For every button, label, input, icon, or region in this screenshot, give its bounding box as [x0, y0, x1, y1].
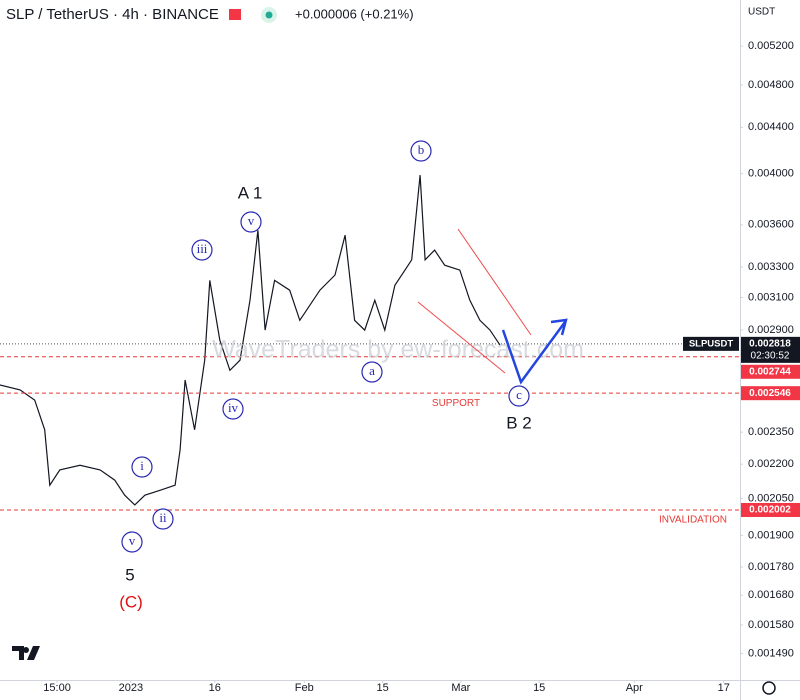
x-tick-label: Apr [626, 682, 643, 694]
x-tick-label: 15:00 [43, 682, 71, 694]
price-line [0, 175, 501, 506]
y-tick-label: 0.005200 [748, 40, 794, 52]
trendline [457, 228, 532, 336]
x-tick-label: 15 [376, 682, 388, 694]
wave-label: iii [197, 241, 208, 256]
logo[interactable] [12, 646, 40, 660]
wave-circle [222, 398, 244, 420]
x-tick-label: Mar [451, 682, 470, 694]
flag-icon [229, 9, 241, 20]
x-tick-label: 15 [533, 682, 545, 694]
x-tick-label: 16 [209, 682, 221, 694]
wave-circle [508, 385, 530, 407]
settings-icon[interactable] [762, 681, 776, 695]
wave-label: A 1 [238, 183, 263, 202]
y-tick-label: 0.001490 [748, 647, 794, 659]
watermark: WaveTraders by ew-forecast.com [212, 336, 584, 364]
price-badge [741, 502, 800, 517]
wave-circle [152, 508, 174, 530]
wave-label: iv [228, 400, 239, 415]
wave-circle [240, 211, 262, 233]
wave-label: ii [159, 510, 167, 525]
price-badge-label: 0.002002 [749, 505, 791, 516]
y-tick-label: 0.003600 [748, 219, 794, 231]
x-tick-label: 17 [718, 682, 730, 694]
wave-label: b [418, 142, 425, 157]
wave-circle [410, 140, 432, 162]
y-tick-label: 0.001580 [748, 619, 794, 631]
y-tick-label: 0.001900 [748, 529, 794, 541]
overlay: 0.002744 0.002546 SUPPORT 0.002002 INVALIDAT… [432, 336, 800, 526]
y-tick-label: 0.002200 [748, 458, 794, 470]
price-badge [741, 386, 800, 401]
wave-label: B 2 [506, 413, 532, 432]
status-dot [265, 11, 273, 19]
y-tick-label: 0.003100 [748, 291, 794, 303]
y-tick-label: 0.002900 [748, 324, 794, 336]
currency[interactable]: USDT [748, 7, 775, 18]
y-tick-label: 0.001680 [748, 589, 794, 601]
wave-circle [191, 239, 213, 261]
wave-label: v [248, 213, 255, 228]
trendline [417, 301, 506, 374]
price-badge-label: 0.002744 [749, 366, 791, 377]
arrow-head [550, 318, 568, 336]
y-tick-label: 0.004800 [748, 79, 794, 91]
countdown: 02:30:52 [751, 350, 790, 361]
wave-label: i [140, 458, 144, 473]
projection-arrow [501, 321, 567, 385]
price-badge [741, 364, 800, 379]
wave-label: v [129, 533, 136, 548]
last-price-label: 0.002818 [749, 338, 791, 349]
logo-dot [23, 647, 29, 653]
last-price-badge [741, 336, 800, 363]
level-label: INVALIDATION [659, 515, 727, 526]
wave-label: 5 [125, 565, 134, 584]
symbol-badge [683, 336, 739, 351]
y-tick-label: 0.002350 [748, 426, 794, 438]
chart-title: SLP / TetherUS · 4h · BINANCE [6, 6, 219, 23]
y-tick-label: 0.002050 [748, 492, 794, 504]
y-tick-label: 0.003300 [748, 261, 794, 273]
wave-circle [361, 361, 383, 383]
x-tick-label: Feb [295, 682, 314, 694]
symbol-badge-label: SLPUSDT [689, 338, 734, 349]
x-tick-label: 2023 [119, 682, 143, 694]
wave-label: a [369, 363, 375, 378]
wave-label: (C) [119, 592, 143, 611]
wave-label: c [516, 387, 522, 402]
level-label: SUPPORT [432, 398, 480, 409]
y-tick-label: 0.001780 [748, 561, 794, 573]
y-tick-label: 0.004400 [748, 121, 794, 133]
plot [0, 175, 740, 511]
price-change: +0.000006 (+0.21%) [295, 6, 414, 21]
wave-circle [131, 456, 153, 478]
y-tick-label: 0.004000 [748, 168, 794, 180]
price-badge-label: 0.002546 [749, 388, 791, 399]
wave-circle [121, 531, 143, 553]
